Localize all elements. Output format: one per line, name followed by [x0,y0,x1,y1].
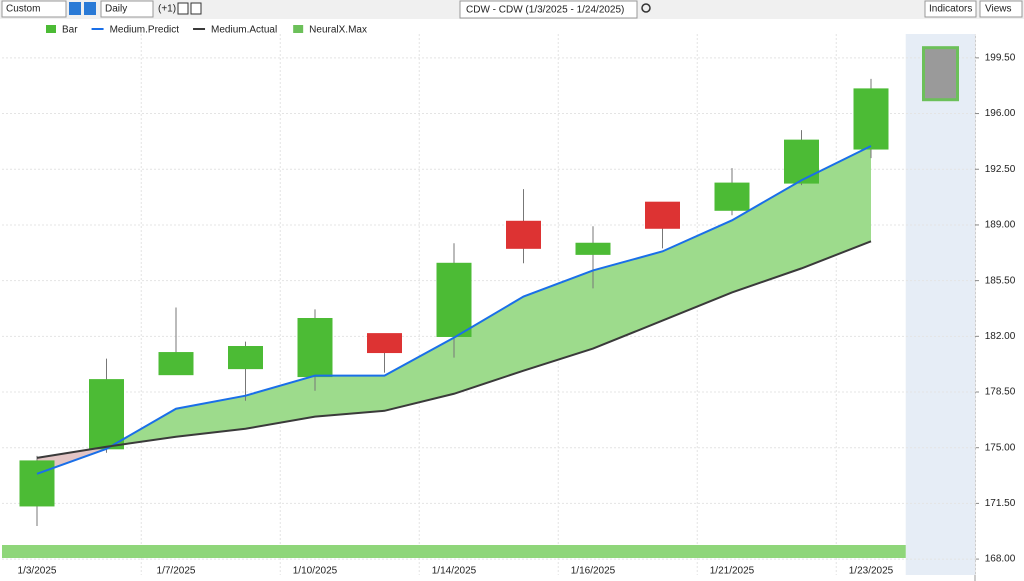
preset-dropdown[interactable] [1,0,67,18]
x-tick-label: 1/7/2025 [157,566,196,577]
candle-body [297,318,333,378]
candle-body [367,333,402,354]
candle-body [645,201,680,229]
y-tick-label: 185.50 [985,275,1016,286]
legend-swatch [293,25,304,33]
remove-button[interactable] [190,2,202,15]
spread-fill [315,375,385,417]
x-tick-label: 1/23/2025 [849,566,894,577]
views: Views [985,4,1012,15]
forecast-zone [905,34,975,575]
y-tick-label: 171.50 [985,498,1016,509]
y-tick-label: 192.50 [985,164,1016,175]
spread-fill [732,180,802,293]
candle-body [19,460,55,507]
preset: Custom [6,4,40,15]
y-tick-label: 196.00 [985,108,1016,119]
spread-fill [662,220,732,321]
spread-fill [523,270,593,371]
candle-body [506,220,541,249]
candle-body [436,262,472,337]
symbol: CDW - CDW (1/3/2025 - 1/24/2025) [466,5,624,16]
candle-body [228,346,263,370]
y-tick-label: 199.50 [985,53,1016,64]
line-series [36,145,872,475]
legend-label: NeuralX.Max [309,25,367,36]
legend-swatch [46,25,56,33]
spread-fill [593,251,663,349]
symbol-box[interactable] [459,0,638,19]
legend-label: Medium.Predict [110,25,180,36]
candle-body [575,242,611,255]
views-button[interactable] [979,0,1023,18]
line-series [36,240,872,459]
search-icon[interactable] [641,3,651,13]
candle-body [89,379,124,450]
y-tick-label: 189.00 [985,220,1016,231]
forecast-box [922,46,959,102]
x-tick-label: 1/14/2025 [432,566,477,577]
legend-label: Medium.Actual [211,25,277,36]
candle-body [853,88,889,150]
x-tick-label: 1/3/2025 [18,566,57,577]
candle-body [158,352,194,376]
x-tick-label: 1/21/2025 [710,566,755,577]
candle-body [714,182,750,211]
y-tick-label: 178.50 [985,387,1016,398]
interval-dropdown[interactable] [100,0,154,18]
indicators: Indicators [929,4,972,15]
x-tick-label: 1/16/2025 [571,566,616,577]
spread-fill [245,375,315,429]
zoom-out[interactable] [84,2,96,15]
spread-fill [454,296,524,394]
zoom-in[interactable] [69,2,81,15]
y-tick-label: 168.00 [985,554,1016,565]
y-tick-label: 175.00 [985,442,1016,453]
legend-label: Bar [62,25,78,36]
indicator-band [2,545,906,558]
spread-fill [384,337,454,411]
indicators-button[interactable] [924,0,977,18]
interval: Daily [105,4,127,15]
y-tick-label: 182.00 [985,331,1016,342]
candle-body [784,139,819,184]
x-tick-label: 1/10/2025 [293,566,338,577]
add-button[interactable] [177,2,189,15]
offset: (+1) [158,4,176,15]
